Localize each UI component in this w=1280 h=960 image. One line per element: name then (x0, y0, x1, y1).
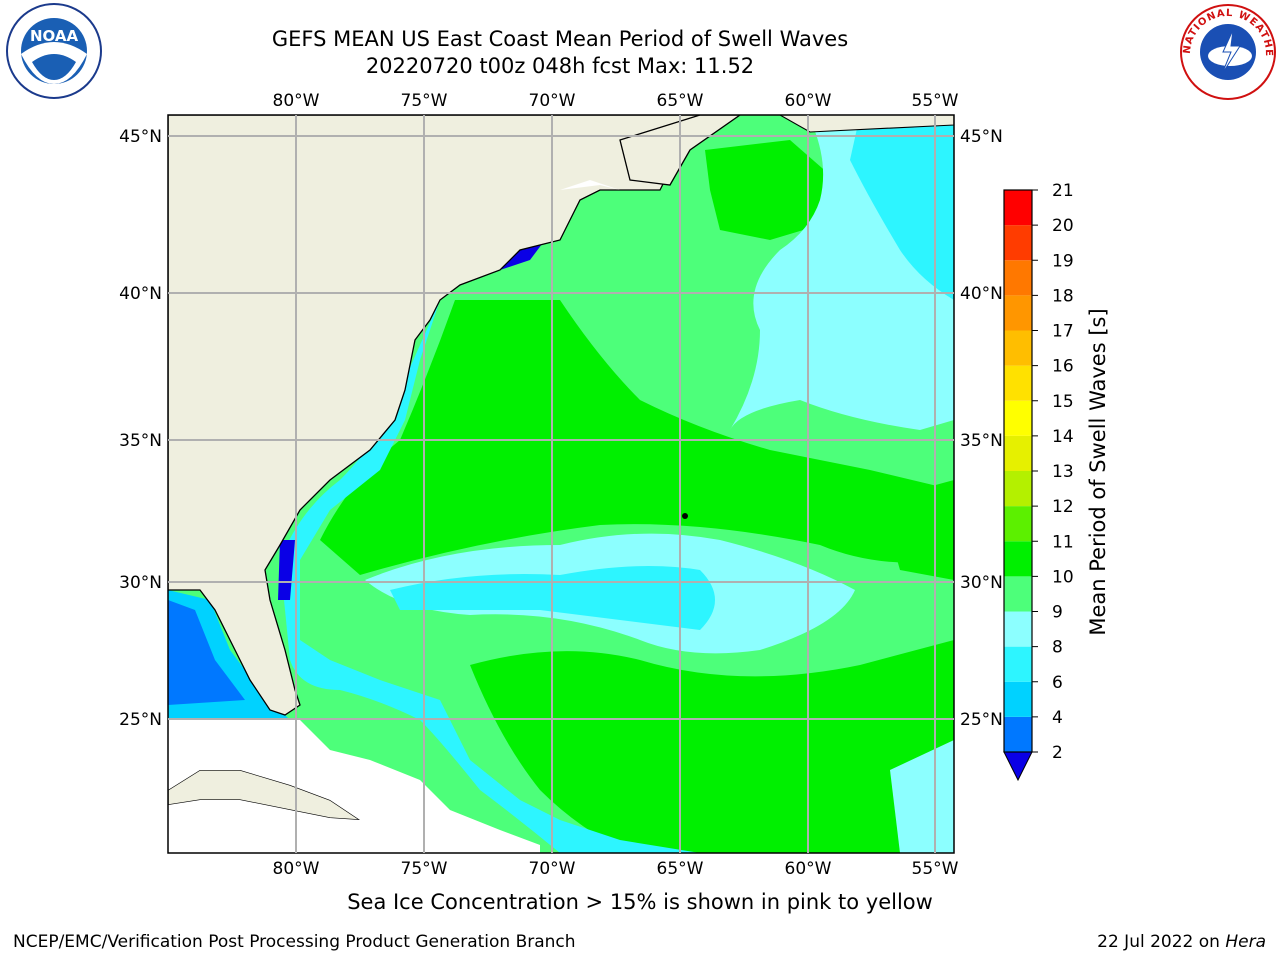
colorbar-segment (1004, 541, 1032, 577)
colorbar-segment (1004, 681, 1032, 717)
colorbar-segment (1004, 295, 1032, 331)
noaa-logo-text: NOAA (30, 27, 79, 45)
lon-label: 70°W (529, 859, 576, 879)
colorbar-segment (1004, 330, 1032, 366)
colorbar-tick-label: 17 (1052, 322, 1074, 342)
lat-label: 25°N (119, 710, 162, 730)
lon-label: 80°W (273, 859, 320, 879)
lat-label: 35°N (960, 431, 1003, 451)
lat-label: 25°N (960, 710, 1003, 730)
no-data-area (560, 180, 620, 190)
chart-title: GEFS MEAN US East Coast Mean Period of S… (271, 27, 849, 51)
colorbar-segment (1004, 611, 1032, 647)
lon-label: 70°W (529, 91, 576, 111)
lon-labels-top: 80°W 75°W 70°W 65°W 60°W 55°W (273, 91, 959, 111)
colorbar-segment (1004, 225, 1032, 261)
colorbar-segment (1004, 435, 1032, 471)
colorbar-tick-label: 2 (1052, 743, 1063, 763)
colorbar-tick-label: 19 (1052, 251, 1074, 271)
lon-label: 75°W (401, 859, 448, 879)
colorbar-under-triangle (1003, 751, 1033, 782)
noaa-logo-icon: NOAA (6, 3, 102, 99)
colorbar-tick-label: 13 (1052, 462, 1074, 482)
swell-zone-10-11s (470, 640, 954, 853)
colorbar-segment (1004, 190, 1032, 226)
colorbar-segment (1004, 365, 1032, 401)
map-gridlines (168, 115, 954, 853)
lat-label: 30°N (960, 573, 1003, 593)
colorbar-segment (1004, 646, 1032, 682)
coastal-swell-band (278, 540, 295, 600)
lat-label: 40°N (119, 284, 162, 304)
land-north-america (168, 115, 701, 716)
lon-label: 65°W (657, 91, 704, 111)
lon-label: 60°W (785, 91, 832, 111)
lon-label: 55°W (912, 859, 959, 879)
map-field (168, 115, 954, 853)
run-date-credit: 22 Jul 2022 on Hera (1097, 932, 1266, 952)
lat-label: 45°N (119, 127, 162, 147)
lon-label: 60°W (785, 859, 832, 879)
colorbar-segment (1004, 400, 1032, 436)
lon-label: 75°W (401, 91, 448, 111)
colorbar-tick-label: 16 (1052, 357, 1074, 377)
lon-label: 55°W (912, 91, 959, 111)
colorbar-tick-label: 8 (1052, 638, 1063, 658)
no-data-area (168, 720, 540, 853)
swell-zone-10-11s (705, 140, 830, 240)
lon-labels-bottom: 80°W 75°W 70°W 65°W 60°W 55°W (273, 859, 959, 879)
colorbar-segment (1004, 471, 1032, 507)
bermuda-island (682, 513, 688, 519)
chart-subtitle: 20220720 t00z 048h fcst Max: 11.52 (365, 54, 755, 78)
land-newfoundland (778, 115, 954, 133)
colorbar-tick-label: 18 (1052, 286, 1074, 306)
lon-label: 80°W (273, 91, 320, 111)
colorbar-segment (1004, 506, 1032, 542)
producer-credit: NCEP/EMC/Verification Post Processing Pr… (13, 932, 576, 952)
lat-labels-left: 45°N 40°N 35°N 30°N 25°N (119, 127, 162, 730)
colorbar-tick-label: 6 (1052, 673, 1063, 693)
lat-label: 35°N (119, 431, 162, 451)
colorbar-tick-label: 10 (1052, 567, 1074, 587)
lon-label: 65°W (657, 859, 704, 879)
colorbar-tick-label: 9 (1052, 603, 1063, 623)
lat-label: 45°N (960, 127, 1003, 147)
colorbar-tick-label: 21 (1052, 181, 1074, 201)
colorbar-label: Mean Period of Swell Waves [s] (1086, 308, 1110, 636)
lat-label: 40°N (960, 284, 1003, 304)
colorbar-tick-label: 15 (1052, 392, 1074, 412)
colorbar-segment (1004, 716, 1032, 752)
swell-zone-10-11s (320, 300, 954, 575)
colorbar-tick-label: 11 (1052, 532, 1074, 552)
swell-zone-8-9s (890, 740, 954, 853)
colorbar-tick-label: 12 (1052, 497, 1074, 517)
colorbar-segment (1004, 260, 1032, 296)
colorbar-tick-label: 4 (1052, 708, 1063, 728)
nws-logo-icon: NATIONAL WEATHER SERVICE (1178, 2, 1276, 100)
gulf-swell-zone (168, 600, 245, 705)
coastal-swell-band (280, 300, 700, 853)
colorbar-tick-label: 20 (1052, 216, 1074, 236)
map-frame (167, 114, 955, 854)
host-name: Hera (1225, 932, 1266, 952)
lat-labels-right: 45°N 40°N 35°N 30°N 25°N (960, 127, 1003, 730)
swell-zone-6-8s (850, 115, 954, 300)
colorbar-segment (1004, 576, 1032, 612)
run-date: 22 Jul 2022 on (1097, 932, 1226, 952)
sea-ice-note: Sea Ice Concentration > 15% is shown in … (347, 890, 933, 914)
colorbar-tick-label: 14 (1052, 427, 1074, 447)
lat-label: 30°N (119, 573, 162, 593)
colorbar: 2 4 6 8 9 10 11 12 13 14 15 16 17 18 19 20 21 (1003, 181, 1074, 782)
